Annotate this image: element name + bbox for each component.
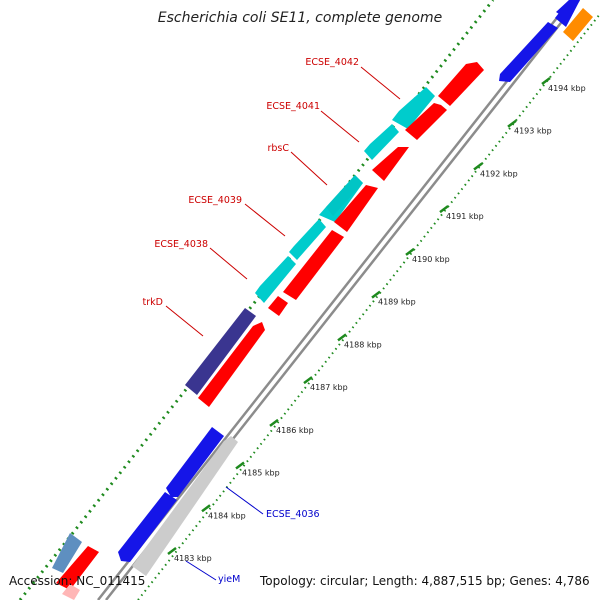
gene-top-right-blue-small[interactable] bbox=[556, 0, 576, 18]
gene-reverse-7[interactable] bbox=[198, 322, 265, 407]
label-leaders bbox=[165, 66, 401, 581]
scale-tick-label: 4194 kbp bbox=[548, 84, 586, 93]
gene-reverse-1[interactable] bbox=[438, 62, 484, 106]
gene-rbsC-continuation[interactable] bbox=[326, 175, 363, 216]
scale-tick-label: 4187 kbp bbox=[310, 383, 348, 392]
label-ECSE-4039[interactable]: ECSE_4039 bbox=[188, 195, 242, 206]
label-ECSE-4036[interactable]: ECSE_4036 bbox=[266, 509, 320, 520]
label-ECSE-4042[interactable]: ECSE_4042 bbox=[305, 57, 359, 68]
label-trkD[interactable]: trkD bbox=[143, 297, 163, 308]
gene-orange-arrow[interactable] bbox=[563, 8, 593, 41]
gene-ECSE-4038-arrow[interactable] bbox=[255, 256, 296, 303]
outer-dotted-track bbox=[18, 0, 495, 600]
scale-tick-label: 4186 kbp bbox=[276, 426, 314, 435]
scale-tick-mark bbox=[167, 547, 177, 555]
other-genes bbox=[118, 0, 576, 576]
gene-reverse-5[interactable] bbox=[283, 230, 344, 300]
gene-reverse-6[interactable] bbox=[268, 296, 288, 316]
scale-tick-mark bbox=[371, 290, 381, 299]
scale-tick-label: 4191 kbp bbox=[446, 212, 484, 221]
gene-top-right-blue-arrow[interactable] bbox=[499, 22, 558, 82]
gene-blue-forward-arrow[interactable] bbox=[166, 427, 224, 497]
label-yieM[interactable]: yieM bbox=[218, 574, 240, 585]
scale-tick-mark bbox=[507, 119, 517, 128]
scale-tick-label: 4192 kbp bbox=[480, 169, 518, 178]
gene-ECSE-4036-arrow[interactable] bbox=[132, 436, 238, 576]
scale-tick-mark bbox=[405, 247, 415, 256]
leader-ECSE-4038 bbox=[209, 247, 248, 280]
leader-ECSE-4042 bbox=[360, 66, 401, 100]
leader-ECSE-4041 bbox=[320, 110, 360, 143]
scale-tick-mark bbox=[201, 504, 211, 513]
gene-reverse-3[interactable] bbox=[372, 147, 409, 181]
scale-tick-label: 4188 kbp bbox=[344, 340, 382, 349]
forward-strand-genes bbox=[52, 0, 593, 573]
scale-tick-label: 4193 kbp bbox=[514, 127, 552, 136]
label-ECSE-4041[interactable]: ECSE_4041 bbox=[266, 101, 320, 112]
scale-tick-mark bbox=[269, 418, 279, 427]
leader-yieM bbox=[185, 560, 217, 581]
gene-ECSE-4042-arrow[interactable] bbox=[392, 87, 435, 129]
leader-ECSE-4036 bbox=[225, 486, 264, 515]
leader-ECSE-4039 bbox=[244, 203, 286, 237]
scale-tick-mark bbox=[473, 162, 483, 171]
label-ECSE-4038[interactable]: ECSE_4038 bbox=[154, 239, 208, 250]
leader-trkD bbox=[165, 305, 204, 337]
scale-tick-label: 4190 kbp bbox=[412, 255, 450, 264]
gene-labels: ECSE_4042 ECSE_4041 rbsC ECSE_4039 ECSE_… bbox=[143, 57, 359, 585]
gene-ECSE-4041-arrow[interactable] bbox=[364, 124, 399, 160]
scale-tick-label: 4183 kbp bbox=[174, 554, 212, 563]
label-rbsC[interactable]: rbsC bbox=[267, 143, 289, 154]
scale-tick-mark bbox=[337, 333, 347, 342]
gene-reverse-8[interactable] bbox=[56, 546, 99, 590]
gene-blue-reverse-arrow[interactable] bbox=[118, 492, 177, 562]
scale-tick-label: 4185 kbp bbox=[242, 469, 280, 478]
scale-tick-label: 4189 kbp bbox=[378, 298, 416, 307]
scale-tick-mark bbox=[541, 77, 551, 85]
accession-text: Accession: NC_011415 bbox=[9, 574, 146, 588]
gene-steelblue-arrow[interactable] bbox=[52, 533, 82, 573]
gene-reverse-4[interactable] bbox=[334, 185, 378, 232]
reverse-strand-genes bbox=[56, 62, 484, 600]
genome-title: Escherichia coli SE11, complete genome bbox=[157, 10, 443, 26]
scale-tick-mark bbox=[303, 376, 313, 385]
gene-ECSE-4039-arrow[interactable] bbox=[289, 219, 326, 260]
scale-ticks: 4183 kbp 4184 kbp 4185 kbp 4186 kbp 4187 kbp… bbox=[167, 77, 586, 563]
gene-reverse-pink[interactable] bbox=[62, 584, 80, 600]
scale-tick-mark bbox=[235, 461, 245, 470]
genome-summary-text: Topology: circular; Length: 4,887,515 bp… bbox=[260, 574, 590, 588]
scale-tick-label: 4184 kbp bbox=[208, 511, 246, 520]
leader-rbsC bbox=[290, 151, 328, 186]
gene-trkD-arrow[interactable] bbox=[185, 308, 256, 395]
scale-tick-mark bbox=[439, 205, 449, 214]
gene-reverse-2[interactable] bbox=[405, 103, 447, 140]
inner-tick-ruler bbox=[137, 12, 600, 600]
